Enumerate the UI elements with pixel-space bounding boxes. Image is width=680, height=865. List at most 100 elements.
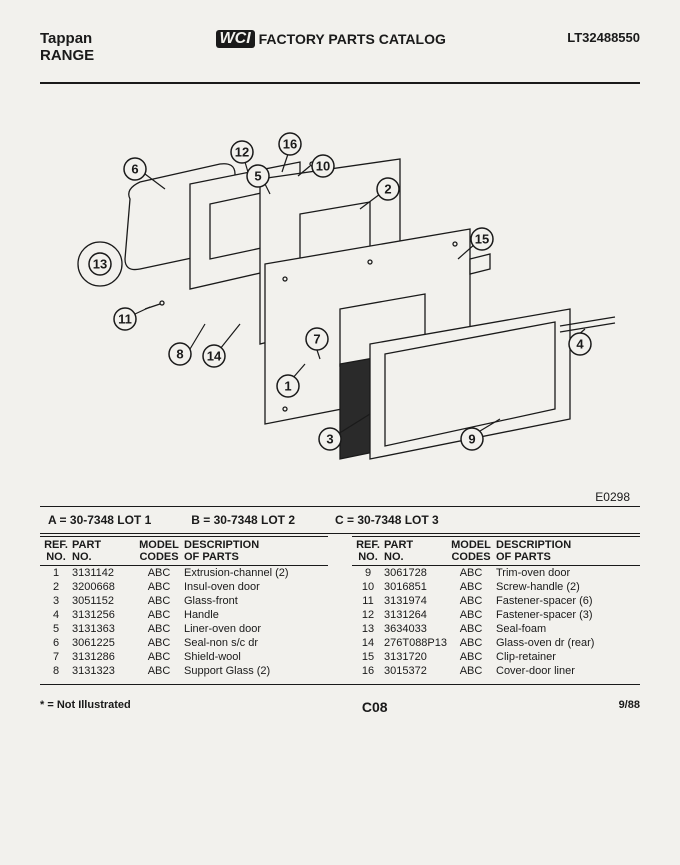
product-line: RANGE (40, 47, 94, 64)
cell-ref: 14 (352, 637, 384, 649)
wci-logo: WCI (216, 30, 255, 48)
cell-part: 3015372 (384, 665, 446, 677)
cell-model: ABC (134, 651, 184, 663)
callout-number: 3 (326, 432, 333, 447)
cell-model: ABC (446, 623, 496, 635)
table-row: 113131974ABCFastener-spacer (6) (352, 594, 640, 608)
cell-ref: 8 (40, 665, 72, 677)
rule-2 (40, 533, 640, 534)
callout-number: 14 (207, 349, 222, 364)
catalog-title: FACTORY PARTS CATALOG (259, 31, 446, 47)
cell-desc: Extrusion-channel (2) (184, 567, 328, 579)
parts-tables: REF. NO. PART NO. MODEL CODES DESCRIPTIO… (40, 536, 640, 678)
table-row: 14276T088P13ABCGlass-oven dr (rear) (352, 636, 640, 650)
col-desc: DESCRIPTION OF PARTS (184, 539, 328, 563)
cell-part: 3061728 (384, 567, 446, 579)
table-row: 23200668ABCInsul-oven door (40, 580, 328, 594)
cell-ref: 13 (352, 623, 384, 635)
table-row: 53131363ABCLiner-oven door (40, 622, 328, 636)
cell-ref: 11 (352, 595, 384, 607)
cell-desc: Glass-oven dr (rear) (496, 637, 640, 649)
callout-number: 5 (254, 169, 261, 184)
col-ref: REF. NO. (352, 539, 384, 563)
cell-model: ABC (446, 637, 496, 649)
footer-date: 9/88 (619, 699, 640, 715)
exploded-diagram: 61216105213111581471349 (40, 94, 640, 494)
doc-number: LT32488550 (567, 30, 640, 45)
rule-3 (40, 684, 640, 685)
cell-ref: 9 (352, 567, 384, 579)
cell-part: 3131264 (384, 609, 446, 621)
col-part: PART NO. (384, 539, 446, 563)
cell-part: 3131142 (72, 567, 134, 579)
cell-ref: 16 (352, 665, 384, 677)
callout-number: 12 (235, 145, 249, 160)
cell-desc: Fastener-spacer (6) (496, 595, 640, 607)
cell-part: 3131363 (72, 623, 134, 635)
cell-part: 3051152 (72, 595, 134, 607)
cell-part: 3131286 (72, 651, 134, 663)
table-row: 43131256ABCHandle (40, 608, 328, 622)
lot-a: A = 30-7348 LOT 1 (48, 513, 151, 527)
cell-desc: Handle (184, 609, 328, 621)
cell-model: ABC (446, 609, 496, 621)
cell-ref: 2 (40, 581, 72, 593)
callout-number: 1 (284, 379, 291, 394)
cell-desc: Clip-retainer (496, 651, 640, 663)
cell-model: ABC (446, 581, 496, 593)
callout-number: 11 (118, 312, 132, 327)
cell-part: 3131720 (384, 651, 446, 663)
callout-number: 10 (316, 159, 330, 174)
callout-number: 4 (576, 337, 584, 352)
cell-part: 3200668 (72, 581, 134, 593)
cell-desc: Shield-wool (184, 651, 328, 663)
cell-ref: 7 (40, 651, 72, 663)
cell-model: ABC (134, 609, 184, 621)
cell-model: ABC (134, 665, 184, 677)
table-header: REF. NO. PART NO. MODEL CODES DESCRIPTIO… (40, 536, 328, 566)
cell-ref: 1 (40, 567, 72, 579)
parts-table-right: REF. NO. PART NO. MODEL CODES DESCRIPTIO… (352, 536, 640, 678)
cell-desc: Fastener-spacer (3) (496, 609, 640, 621)
page-footer: * = Not Illustrated C08 9/88 (40, 699, 640, 715)
table-row: 73131286ABCShield-wool (40, 650, 328, 664)
rule-1 (40, 506, 640, 507)
cell-ref: 3 (40, 595, 72, 607)
callout-number: 16 (283, 137, 297, 152)
cell-part: 3131256 (72, 609, 134, 621)
cell-ref: 10 (352, 581, 384, 593)
callout-number: 8 (176, 347, 183, 362)
cell-desc: Support Glass (2) (184, 665, 328, 677)
cell-desc: Glass-front (184, 595, 328, 607)
cell-model: ABC (446, 567, 496, 579)
table-row: 93061728ABCTrim-oven door (352, 566, 640, 580)
col-part: PART NO. (72, 539, 134, 563)
table-row: 83131323ABCSupport Glass (2) (40, 664, 328, 678)
cell-part: 3061225 (72, 637, 134, 649)
cell-desc: Cover-door liner (496, 665, 640, 677)
callout-number: 15 (475, 232, 489, 247)
cell-part: 3016851 (384, 581, 446, 593)
cell-desc: Trim-oven door (496, 567, 640, 579)
table-row: 163015372ABCCover-door liner (352, 664, 640, 678)
col-model: MODEL CODES (134, 539, 184, 563)
table-row: 33051152ABCGlass-front (40, 594, 328, 608)
cell-ref: 15 (352, 651, 384, 663)
callout-number: 9 (468, 432, 475, 447)
lot-c: C = 30-7348 LOT 3 (335, 513, 439, 527)
col-desc: DESCRIPTION OF PARTS (496, 539, 640, 563)
footnote: * = Not Illustrated (40, 699, 131, 715)
table-row: 103016851ABCScrew-handle (2) (352, 580, 640, 594)
cell-desc: Seal-foam (496, 623, 640, 635)
table-row: 133634033ABCSeal-foam (352, 622, 640, 636)
page-header: Tappan RANGE WCI FACTORY PARTS CATALOG L… (40, 30, 640, 64)
lot-codes: A = 30-7348 LOT 1 B = 30-7348 LOT 2 C = … (40, 513, 640, 527)
cell-desc: Insul-oven door (184, 581, 328, 593)
callout-number: 6 (131, 162, 138, 177)
table-row: 13131142ABCExtrusion-channel (2) (40, 566, 328, 580)
page-number: C08 (362, 699, 388, 715)
cell-model: ABC (134, 637, 184, 649)
cell-model: ABC (134, 567, 184, 579)
parts-table-left: REF. NO. PART NO. MODEL CODES DESCRIPTIO… (40, 536, 328, 678)
cell-ref: 6 (40, 637, 72, 649)
